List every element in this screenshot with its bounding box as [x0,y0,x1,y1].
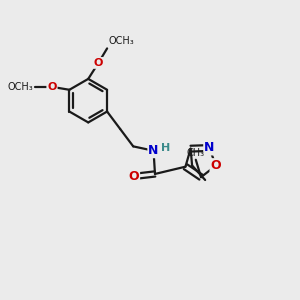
Text: OCH₃: OCH₃ [109,36,134,46]
Text: OCH₃: OCH₃ [8,82,33,92]
Text: O: O [128,170,139,183]
Text: N: N [204,142,214,154]
Text: O: O [211,159,221,172]
Text: CH₃: CH₃ [187,148,205,158]
Text: O: O [94,58,103,68]
Text: O: O [47,82,57,92]
Text: H: H [161,143,170,153]
Text: N: N [148,144,159,157]
